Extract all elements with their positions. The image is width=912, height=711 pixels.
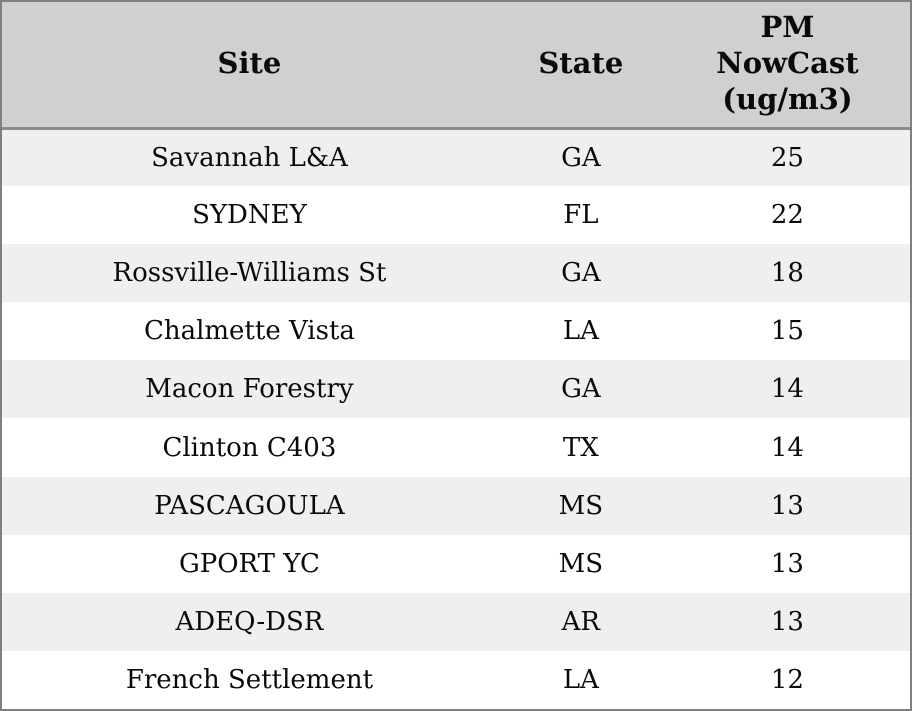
cell-site: Chalmette Vista [143, 316, 355, 347]
cell-state: AR [561, 606, 601, 637]
cell-pm: 13 [770, 606, 804, 637]
col-header-state: State [496, 2, 665, 130]
cell-pm: 12 [770, 664, 804, 695]
table-row: ADEQ-DSR AR 13 [2, 592, 910, 651]
cell-state: MS [558, 490, 604, 521]
cell-pm: 13 [770, 548, 804, 579]
cell-state: GA [561, 258, 601, 289]
table-row: SYDNEY FL 22 [2, 186, 910, 245]
table-row: Chalmette Vista LA 15 [2, 302, 910, 361]
table-row: Rossville-Williams St GA 18 [2, 244, 910, 303]
col-header-site: Site [2, 2, 497, 130]
cell-pm: 22 [770, 200, 804, 231]
table-row: French Settlement LA 12 [2, 650, 910, 709]
table-body: Savannah L&A GA 25 SYDNEY FL 22 Rossville-Will… [2, 128, 910, 709]
cell-site: GPORT YC [178, 548, 320, 579]
cell-state: FL [563, 200, 599, 231]
cell-pm: 14 [770, 432, 804, 463]
table-row: Clinton C403 TX 14 [2, 418, 910, 477]
cell-pm: 15 [770, 316, 804, 347]
cell-site: Rossville-Williams St [112, 258, 387, 289]
cell-state: GA [561, 142, 601, 173]
cell-state: LA [562, 316, 599, 347]
cell-state: GA [561, 374, 601, 405]
cell-pm: 18 [770, 258, 804, 289]
cell-site: PASCAGOULA [154, 490, 345, 521]
cell-pm: 25 [770, 142, 804, 173]
table-row: GPORT YC MS 13 [2, 534, 910, 593]
cell-pm: 13 [770, 490, 804, 521]
cell-site: Savannah L&A [151, 142, 348, 173]
cell-state: MS [558, 548, 604, 579]
table-row: Macon Forestry GA 14 [2, 360, 910, 419]
table-row: PASCAGOULA MS 13 [2, 476, 910, 535]
col-header-pm-nowcast: PM NowCast (ug/m3) [664, 2, 910, 130]
cell-site: Macon Forestry [145, 374, 354, 405]
cell-state: TX [562, 432, 599, 463]
cell-state: LA [562, 664, 599, 695]
cell-site: ADEQ-DSR [175, 606, 324, 637]
cell-site: SYDNEY [192, 200, 307, 231]
cell-site: Clinton C403 [162, 432, 337, 463]
cell-site: French Settlement [125, 664, 374, 695]
cell-pm: 14 [770, 374, 804, 405]
table-row: Savannah L&A GA 25 [2, 128, 910, 187]
header-row: Site State PM NowCast (ug/m3) [2, 2, 910, 130]
